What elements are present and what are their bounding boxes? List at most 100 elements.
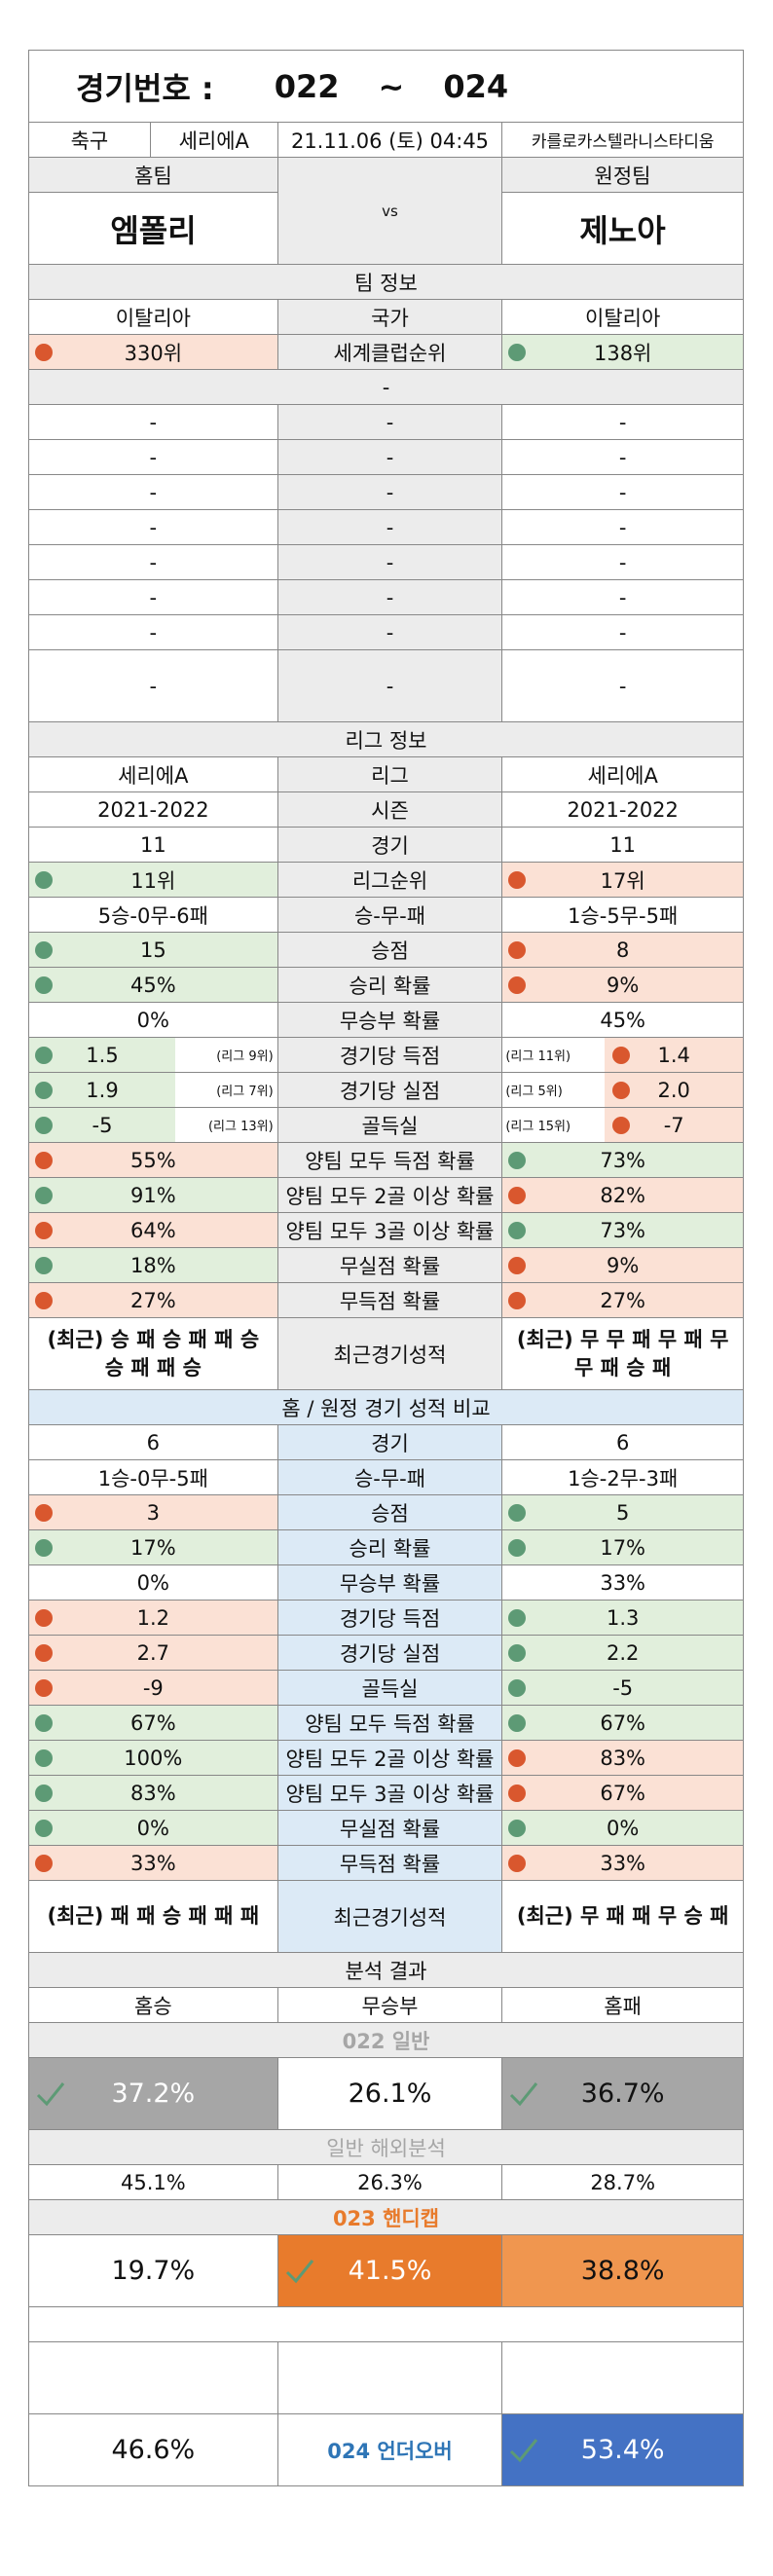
stat-row: 0% 무실점 확률 0% bbox=[29, 1811, 744, 1846]
blank-cell bbox=[277, 2342, 503, 2414]
stat-row: 17% 승리 확률 17% bbox=[29, 1530, 744, 1565]
red-dot-icon bbox=[35, 1151, 53, 1169]
stat-label: 무실점 확률 bbox=[277, 1248, 503, 1283]
stat-label-value: 무득점 확률 bbox=[339, 1289, 441, 1313]
stat-label: 무득점 확률 bbox=[277, 1283, 503, 1318]
check-icon bbox=[510, 2438, 538, 2462]
home-stat: 91% bbox=[29, 1178, 278, 1213]
away-stat-value: 83% bbox=[600, 1746, 646, 1770]
away-stat-value: 1.3 bbox=[606, 1605, 640, 1630]
stat-row: 83% 양팀 모두 3골 이상 확률 67% bbox=[29, 1776, 744, 1811]
league-info-title: 리그 정보 bbox=[29, 722, 744, 757]
stat-label-value: 양팀 모두 득점 확률 bbox=[305, 1149, 475, 1173]
red-dot-icon bbox=[508, 1854, 527, 1872]
away-stat-value: 73% bbox=[600, 1218, 646, 1242]
stat-label: 경기 bbox=[277, 828, 503, 863]
handicap-title: 023 핸디캡 bbox=[29, 2200, 744, 2235]
blank-cell: - bbox=[502, 405, 744, 440]
stat-label-value: 경기당 실점 bbox=[339, 1641, 441, 1666]
home-stat: 67% bbox=[29, 1706, 278, 1741]
home-stat-value: 0% bbox=[136, 1008, 169, 1032]
stat-label-value: 무승부 확률 bbox=[339, 1571, 441, 1596]
blank-cell: - bbox=[29, 405, 278, 440]
blank-cell: - bbox=[29, 510, 278, 545]
handicap-away-prob: 38.8% bbox=[502, 2235, 744, 2307]
green-dot-icon bbox=[35, 1256, 53, 1274]
away-ranked-stat: (리그 5위) 2.0 bbox=[502, 1073, 744, 1108]
home-stat-value: 1.2 bbox=[136, 1605, 170, 1630]
home-stat: 15 bbox=[29, 933, 278, 968]
blank-cell: - bbox=[502, 510, 744, 545]
home-stat: 세리에A bbox=[29, 757, 278, 792]
home-stat-value: 55% bbox=[129, 1148, 176, 1172]
home-stat: 55% bbox=[29, 1143, 278, 1178]
blank-cell: - bbox=[502, 475, 744, 510]
stat-row: 2021-2022 시즌 2021-2022 bbox=[29, 792, 744, 828]
ranked-stat-row: 1.5 (리그 9위) 경기당 득점 (리그 11위) 1.4 bbox=[29, 1038, 744, 1073]
draw-label: 무승부 bbox=[277, 1988, 503, 2023]
green-dot-icon bbox=[508, 1538, 527, 1557]
home-recent-form-compare: (최근) 패 패 승 패 패 패 bbox=[29, 1881, 278, 1953]
home-country: 이탈리아 bbox=[29, 300, 278, 335]
stat-label: 양팀 모두 득점 확률 bbox=[277, 1706, 503, 1741]
away-recent-form-compare: (최근) 무 패 패 무 승 패 bbox=[502, 1881, 744, 1953]
away-country: 이탈리아 bbox=[502, 300, 744, 335]
green-dot-icon bbox=[508, 343, 527, 361]
away-stat: 0% bbox=[502, 1811, 744, 1846]
home-stat-value: 0% bbox=[136, 1816, 169, 1840]
home-world-rank-value: 330위 bbox=[124, 341, 183, 365]
away-stat-value: 67% bbox=[600, 1711, 646, 1735]
away-stat-value: 33% bbox=[600, 1851, 646, 1875]
stat-label-value: 경기 bbox=[371, 1431, 409, 1455]
blank-row: --- bbox=[29, 615, 744, 650]
home-stat: 0% bbox=[29, 1003, 278, 1038]
blank-cell: - bbox=[29, 545, 278, 580]
away-stat: 1승-5무-5패 bbox=[502, 898, 744, 933]
away-ranked-value: 1.4 bbox=[657, 1043, 690, 1067]
stat-row: 45% 승리 확률 9% bbox=[29, 968, 744, 1003]
stat-label: 시즌 bbox=[277, 792, 503, 828]
home-stat: 2.7 bbox=[29, 1636, 278, 1671]
blank-cell: - bbox=[29, 475, 278, 510]
away-stat: -5 bbox=[502, 1671, 744, 1706]
handicap-draw-prob: 41.5% bbox=[277, 2235, 503, 2307]
away-stat-value: 5 bbox=[615, 1500, 630, 1525]
away-stat: 5 bbox=[502, 1495, 744, 1530]
green-dot-icon bbox=[35, 1713, 53, 1732]
green-dot-icon bbox=[35, 1538, 53, 1557]
stat-label-value: 양팀 모두 3골 이상 확률 bbox=[285, 1782, 495, 1806]
match-number-from: 022 bbox=[274, 67, 340, 105]
home-world-rank: 330위 bbox=[29, 335, 278, 370]
home-ranked-value: 1.5 bbox=[86, 1043, 119, 1067]
blank-cell: - bbox=[277, 510, 503, 545]
overseas-draw-prob: 26.3% bbox=[277, 2165, 503, 2200]
stat-row: 3 승점 5 bbox=[29, 1495, 744, 1530]
stat-label: 양팀 모두 2골 이상 확률 bbox=[277, 1741, 503, 1776]
home-loss-label: 홈패 bbox=[502, 1988, 744, 2023]
stat-row: 67% 양팀 모두 득점 확률 67% bbox=[29, 1706, 744, 1741]
green-dot-icon bbox=[508, 1643, 527, 1662]
away-stat: 33% bbox=[502, 1846, 744, 1881]
match-analysis-sheet: 경기번호 : 022 ~ 024 축구 세리에A 21.11.06 (토) 04… bbox=[28, 50, 744, 2486]
red-dot-icon bbox=[35, 1503, 53, 1522]
team-info-subtitle: - bbox=[29, 370, 744, 405]
away-stat-value: 45% bbox=[600, 1008, 646, 1032]
red-dot-icon bbox=[612, 1116, 631, 1134]
away-ranked-value: -7 bbox=[663, 1113, 684, 1137]
red-dot-icon bbox=[35, 1608, 53, 1627]
stat-label-value: 양팀 모두 3골 이상 확률 bbox=[285, 1219, 495, 1243]
home-stat: 11위 bbox=[29, 863, 278, 898]
general-away-value: 36.7% bbox=[580, 2079, 665, 2109]
home-ranked-value: -5 bbox=[92, 1113, 113, 1137]
home-stat-value: 15 bbox=[139, 938, 166, 962]
home-stat-value: 0% bbox=[136, 1570, 169, 1595]
home-stat: 27% bbox=[29, 1283, 278, 1318]
home-stat: 0% bbox=[29, 1811, 278, 1846]
away-team-name: 제노아 bbox=[502, 193, 744, 265]
green-dot-icon bbox=[35, 1784, 53, 1802]
home-stat-value: 67% bbox=[129, 1711, 176, 1735]
green-dot-icon bbox=[35, 1186, 53, 1204]
home-stat: -9 bbox=[29, 1671, 278, 1706]
home-stat: 17% bbox=[29, 1530, 278, 1565]
away-league-rank: (리그 15위) bbox=[502, 1108, 606, 1142]
